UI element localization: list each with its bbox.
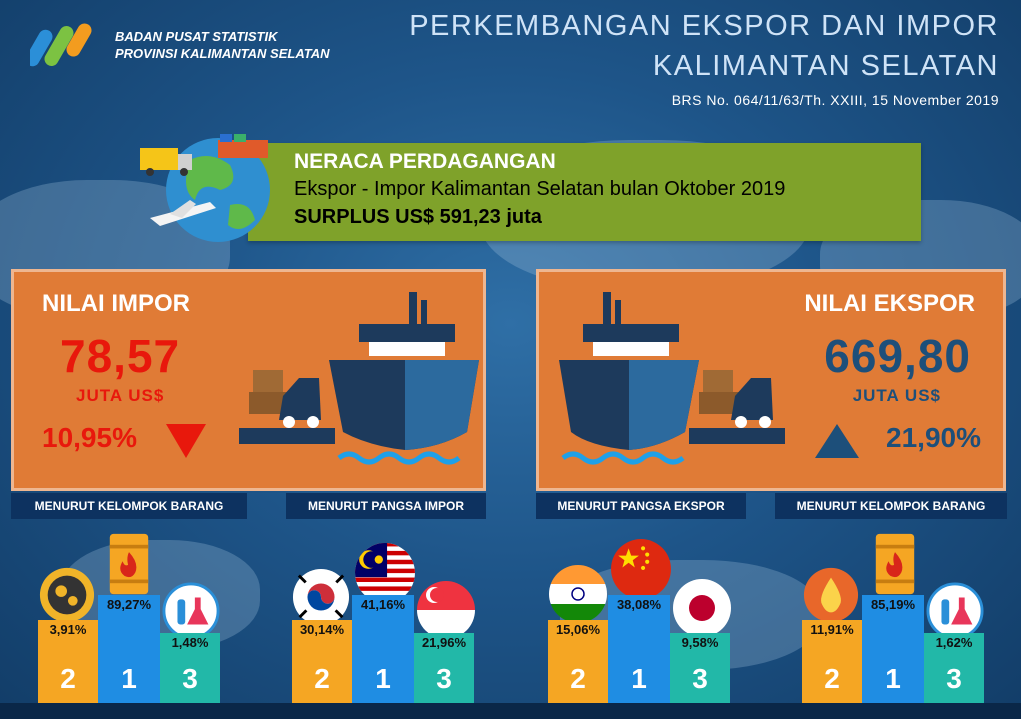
footer-strip bbox=[0, 703, 1021, 719]
podium-step-1-rank: 1 bbox=[121, 663, 137, 694]
tag-export-by-goods: MENURUT KELOMPOK BARANG bbox=[775, 493, 1007, 519]
export-value: 669,80 bbox=[824, 330, 971, 382]
podium-step-1-rank: 1 bbox=[885, 663, 901, 694]
brs-reference: BRS No. 064/11/63/Th. XXIII, 15 November… bbox=[671, 92, 999, 108]
japan-flag-icon bbox=[673, 579, 731, 637]
podium-step-2-value: 15,06% bbox=[555, 622, 601, 637]
podium-step-3-rank: 3 bbox=[946, 663, 962, 694]
podium-step-1-value: 85,19% bbox=[870, 597, 916, 612]
trade-balance-banner: NERACA PERDAGANGAN Ekspor - Impor Kalima… bbox=[248, 143, 921, 241]
podium-step-3-rank: 3 bbox=[182, 663, 198, 694]
org-line-1: BADAN PUSAT STATISTIK bbox=[115, 29, 278, 44]
podium-step-1: 89,27% 1 bbox=[98, 595, 160, 705]
podium-step-3-rank: 3 bbox=[436, 663, 452, 694]
globe-trade-icon bbox=[140, 134, 270, 242]
import-unit: JUTA US$ bbox=[76, 386, 165, 405]
tag-import-share: MENURUT PANGSA IMPOR bbox=[286, 493, 486, 519]
balance-title: NERACA PERDAGANGAN bbox=[294, 150, 556, 173]
podium-step-1-rank: 1 bbox=[631, 663, 647, 694]
chemical-flask-icon bbox=[926, 582, 984, 640]
south-korea-flag-icon bbox=[292, 568, 350, 626]
podium-import-goods: 3,91% 2 89,27% 1 1,48% 3 bbox=[38, 530, 220, 705]
page-title: PERKEMBANGAN EKSPOR DAN IMPOR KALIMANTAN… bbox=[409, 6, 999, 86]
fuel-barrel-icon bbox=[875, 533, 915, 595]
podium-step-1-value: 38,08% bbox=[616, 597, 662, 612]
podium-step-3-value: 21,96% bbox=[421, 635, 467, 650]
export-unit: JUTA US$ bbox=[852, 386, 941, 405]
podium-step-3: 21,96% 3 bbox=[414, 633, 474, 705]
podium-step-3-rank: 3 bbox=[692, 663, 708, 694]
tag-import-by-goods: MENURUT KELOMPOK BARANG bbox=[11, 493, 247, 519]
podium-step-1-rank: 1 bbox=[375, 663, 391, 694]
malaysia-flag-icon bbox=[355, 543, 415, 603]
arrow-up-icon bbox=[815, 424, 859, 458]
export-title: NILAI EKSPOR bbox=[804, 290, 975, 317]
oil-drop-icon bbox=[803, 567, 859, 623]
cargo-ship-icon bbox=[239, 292, 479, 465]
podium-step-2-rank: 2 bbox=[570, 663, 586, 694]
singapore-flag-icon bbox=[417, 581, 475, 639]
podium-step-1: 85,19% 1 bbox=[862, 595, 924, 705]
china-flag-icon bbox=[611, 539, 671, 599]
org-line-2: PROVINSI KALIMANTAN SELATAN bbox=[115, 46, 330, 61]
title-line-2: KALIMANTAN SELATAN bbox=[652, 50, 999, 82]
import-value: 78,57 bbox=[60, 330, 181, 382]
podium-step-3-value: 1,48% bbox=[171, 635, 209, 650]
tag-export-share: MENURUT PANGSA EKSPOR bbox=[536, 493, 746, 519]
balance-surplus: SURPLUS US$ 591,23 juta bbox=[294, 206, 542, 228]
import-title: NILAI IMPOR bbox=[42, 290, 190, 317]
podium-step-2: 11,91% 2 bbox=[802, 620, 862, 705]
import-panel: NILAI IMPOR 78,57 JUTA US$ 10,95% bbox=[11, 269, 486, 491]
podium-step-1: 41,16% 1 bbox=[352, 595, 414, 705]
export-panel: NILAI EKSPOR 669,80 JUTA US$ 21,90% bbox=[536, 269, 1006, 491]
podium-step-3-value: 9,58% bbox=[681, 635, 719, 650]
gears-icon bbox=[39, 567, 95, 623]
podium-step-1-value: 89,27% bbox=[106, 597, 152, 612]
cargo-ship-icon bbox=[559, 292, 785, 465]
podium-step-3: 1,48% 3 bbox=[160, 633, 220, 705]
title-line-1: PERKEMBANGAN EKSPOR DAN IMPOR bbox=[409, 10, 999, 42]
podium-step-2: 30,14% 2 bbox=[292, 620, 352, 705]
podium-step-2-rank: 2 bbox=[60, 663, 76, 694]
podium-step-2-value: 30,14% bbox=[299, 622, 345, 637]
podium-import-share: 30,14% 2 41,16% 1 21,96% 3 bbox=[292, 530, 475, 705]
podium-step-2: 3,91% 2 bbox=[38, 620, 98, 705]
arrow-down-icon bbox=[166, 424, 206, 458]
podium-export-share: 15,06% 2 38,08% 1 9,58% 3 bbox=[548, 530, 731, 705]
podium-step-3-value: 1,62% bbox=[935, 635, 973, 650]
import-change: 10,95% bbox=[42, 422, 137, 453]
bps-logo-icon bbox=[30, 23, 92, 67]
balance-subtitle: Ekspor - Impor Kalimantan Selatan bulan … bbox=[294, 178, 786, 200]
organization-name: BADAN PUSAT STATISTIK PROVINSI KALIMANTA… bbox=[115, 28, 330, 62]
india-flag-icon bbox=[549, 565, 607, 623]
podium-step-2-rank: 2 bbox=[314, 663, 330, 694]
fuel-barrel-icon bbox=[109, 533, 149, 595]
podium-step-2: 15,06% 2 bbox=[548, 620, 608, 705]
podium-step-2-value: 3,91% bbox=[49, 622, 87, 637]
podium-step-3: 9,58% 3 bbox=[670, 633, 730, 705]
chemical-flask-icon bbox=[162, 582, 220, 640]
podium-step-2-rank: 2 bbox=[824, 663, 840, 694]
podium-step-1-value: 41,16% bbox=[360, 597, 406, 612]
podium-step-1: 38,08% 1 bbox=[608, 595, 670, 705]
podium-step-2-value: 11,91% bbox=[810, 622, 854, 637]
export-change: 21,90% bbox=[886, 422, 981, 453]
podium-export-goods: 11,91% 2 85,19% 1 1,62% 3 bbox=[802, 530, 984, 705]
podium-step-3: 1,62% 3 bbox=[924, 633, 984, 705]
